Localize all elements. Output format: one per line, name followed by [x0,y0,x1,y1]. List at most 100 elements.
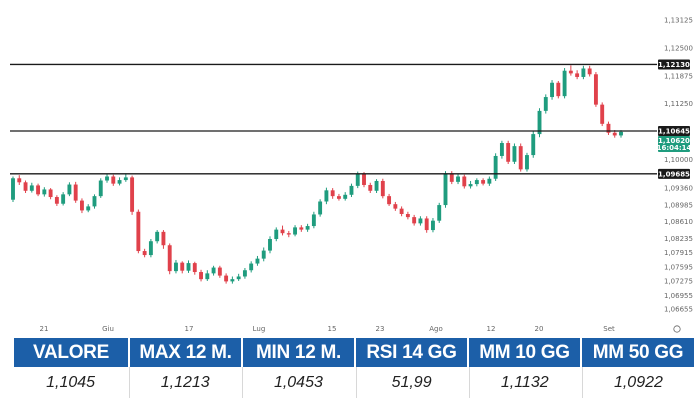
stats-value-row: 1,1045 1,1213 1,0453 51,99 1,1132 1,0922 [14,367,694,398]
candle-body [393,204,398,209]
x-tick-label: Set [603,325,615,333]
stats-header-valore: VALORE [14,338,128,367]
candle-body [174,262,178,272]
candle-body [255,258,260,264]
candle-body [268,238,272,251]
stats-value-min-12m: 1,0453 [242,367,353,398]
candle-body [230,279,235,282]
candle-body [318,201,323,215]
candle-body [148,241,153,256]
candle-body [211,267,216,274]
candle-body [336,196,341,199]
candle-body [525,155,529,170]
candle-body [368,184,373,191]
candle-body [17,178,22,183]
level-tag [658,59,690,70]
candle-body [343,194,348,199]
candle-body [123,177,128,181]
candle-body [456,176,460,182]
candle-body [142,251,147,256]
candle-body [619,131,623,136]
stats-table: VALORE MAX 12 M. MIN 12 M. RSI 14 GG MM … [14,338,694,400]
gear-icon [673,325,681,333]
stats-header-rsi-14gg: RSI 14 GG [356,338,467,367]
candle-body [161,231,166,246]
stats-value-max-12m: 1,1213 [129,367,240,398]
y-tick-label: 1,06955 [664,292,693,300]
stats-header-max-12m: MAX 12 M. [130,338,241,367]
candle-body [261,250,266,259]
x-tick-label: 20 [535,325,544,333]
stats-header-row: VALORE MAX 12 M. MIN 12 M. RSI 14 GG MM … [14,338,694,367]
candle-body [600,104,605,124]
candle-body [11,178,15,200]
y-tick-label: 1,07595 [664,263,693,271]
candle-body [487,178,492,184]
level-tag [658,125,690,136]
candle-body [286,233,291,235]
candle-body [167,245,172,272]
x-tick-label: Lug [253,325,266,333]
candle-body [418,218,423,224]
candle-body [468,184,473,187]
candle-body [242,270,247,277]
candle-body [130,177,135,212]
candle-body [73,184,78,201]
candle-body [111,176,116,184]
candle-body [412,217,417,224]
candle-body [155,231,160,242]
level-tag [658,168,690,179]
candle-body [462,176,467,187]
stats-value-rsi-14gg: 51,99 [355,367,467,398]
candle-body [330,190,335,197]
candle-body [587,68,592,75]
candle-body [355,174,360,186]
candle-body [568,70,573,74]
candle-body [424,218,429,231]
x-tick-label: Giu [102,325,114,333]
y-tick-label: 1,13125 [664,17,693,25]
candle-body [205,273,210,280]
x-tick-label: Ago [429,325,443,333]
y-tick-label: 1,09360 [664,185,693,193]
level-tag-label: 1,09685 [658,170,690,178]
candle-body [380,180,385,197]
candle-body [42,189,47,195]
x-tick-label: 12 [487,325,496,333]
candle-body [506,143,511,162]
candle-body [531,134,536,156]
candle-body [236,276,241,280]
candle-body [192,263,197,273]
level-tag-label: 1,10645 [658,127,690,135]
x-tick-label: 17 [185,325,194,333]
candle-body [349,185,354,195]
current-time-label: 16:04:14 [657,144,692,152]
y-tick-label: 1,11875 [664,72,693,80]
candle-body [518,146,523,170]
x-tick-label: 21 [40,325,49,333]
candle-body [556,82,561,97]
candle-body [23,182,28,191]
candle-body [299,227,304,230]
candle-body [305,226,310,230]
candle-body [224,275,229,282]
y-tick-label: 1,12500 [664,44,693,52]
candle-body [67,184,72,195]
y-tick-label: 1,08235 [664,235,693,243]
candle-body [575,73,580,77]
candle-body [537,110,542,135]
candle-body [543,97,548,111]
current-price-label: 1,10620 [658,137,690,145]
y-tick-label: 1,08985 [664,201,693,209]
candle-body [324,190,329,202]
candle-body [499,143,504,156]
candle-body [493,155,498,179]
candle-body [86,206,91,211]
candle-body [29,185,34,191]
candle-body [105,176,109,181]
candle-body [54,197,59,204]
y-tick-label: 1,08610 [664,218,693,226]
candle-body [612,132,617,136]
candle-body [512,146,517,162]
x-tick-label: 23 [376,325,385,333]
